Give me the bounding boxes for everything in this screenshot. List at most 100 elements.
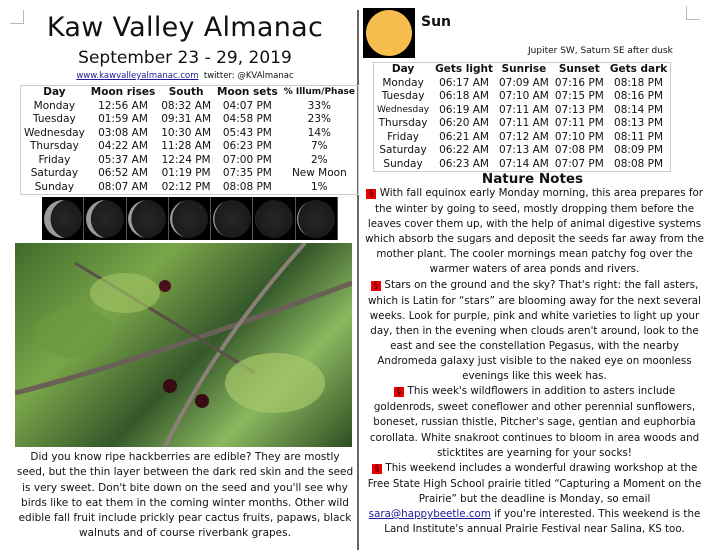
email-link[interactable]: sara@happybeetle.com [368,507,491,520]
note-text: This week's wildflowers in addition to a… [369,385,700,459]
moon-cell: 7% [311,140,328,152]
sun-cell: 08:13 PM [614,117,664,129]
moon-cell: Monday [33,99,76,112]
sun-cell: 07:10 AM [498,90,549,102]
section-mark-icon: § [393,387,405,398]
website-link[interactable]: www.kawvalleyalmanac.com [76,71,199,81]
sun-header: Gets light [435,63,493,75]
moon-cell: 09:31 AM [161,113,212,125]
sun-cell: 07:11 AM [498,103,549,116]
sun-cell: 08:14 PM [614,103,664,116]
moon-cell: 08:08 PM [222,180,272,193]
note-text: if you're interested. This weekend is th… [384,507,701,536]
sun-cell: Sunday [383,157,423,170]
moon-phase-icon [84,197,127,240]
moon-cell: 10:30 AM [161,126,212,139]
moon-header: % Illum/Phase [283,87,355,97]
moon-cell: 23% [307,113,332,125]
note-text: This weekend includes a wonderful drawin… [367,461,702,505]
sun-cell: 07:13 PM [554,103,604,116]
nature-notes: § With fall equinox early Monday morning… [362,186,707,537]
sun-cell: 08:11 PM [614,130,664,143]
sun-cell: 07:08 PM [554,144,604,156]
column-divider [357,10,359,550]
sun-header: Day [391,63,415,75]
sun-cell: 06:17 AM [439,76,489,89]
moon-cell: 12:24 PM [161,153,211,166]
moon-table: Day Moon rises South Moon sets % Illum/Phase… [20,85,359,195]
note-paragraph: § This week's wildflowers in addition to… [362,384,707,460]
moon-cell: 33% [307,99,332,112]
table-row: Friday 06:21 AM 07:12 AM 07:10 PM 08:11 PM [374,131,671,145]
moon-cell: 1% [311,180,328,193]
moon-cell: Friday [38,153,71,166]
sun-table: Day Gets light Sunrise Sunset Gets dark Monda… [373,62,672,172]
moon-cell: 06:23 PM [222,140,272,152]
moon-cell: 11:28 AM [161,140,212,152]
section-mark-icon: § [370,280,382,291]
sun-header: Sunrise [501,63,547,75]
sun-cell: 07:16 PM [554,76,604,89]
moon-cell: 05:43 PM [222,126,272,139]
moon-cell: 03:08 AM [98,126,148,139]
sun-cell: 07:12 AM [498,130,549,143]
moon-cell: Sunday [34,180,75,193]
planets-note: Jupiter SW, Saturn SE after dusk [528,46,673,56]
photo-caption: Did you know ripe hackberries are edible… [16,451,354,540]
moon-header: Moon sets [217,86,278,98]
sun-cell: 07:13 AM [498,144,549,156]
sun-cell: 07:14 AM [498,157,549,170]
section-mark-icon: § [365,189,377,199]
moon-cell: Wednesday [24,126,85,139]
twitter-handle: twitter: @KVAlmanac [203,71,294,81]
moon-phase-icon [127,197,169,240]
sun-cell: Thursday [378,117,428,129]
moon-cell: 14% [307,126,332,139]
moon-cell: 07:00 PM [222,153,272,166]
links: www.kawvalleyalmanac.com twitter: @KVAlm… [15,71,355,81]
hackberry-photo [15,243,352,447]
table-row: Monday 06:17 AM 07:09 AM 07:16 PM 08:18 PM [374,77,671,91]
table-row: Saturday 06:22 AM 07:13 AM 07:08 PM 08:09 PM [374,144,671,158]
sun-cell: Monday [382,76,424,89]
moon-cell: 04:58 PM [222,113,272,125]
table-row: Thursday 04:22 AM 11:28 AM 06:23 PM 7% [21,140,359,154]
note-paragraph: § This weekend includes a wonderful draw… [362,461,707,537]
moon-cell: Saturday [30,167,79,179]
sun-cell: 08:18 PM [614,76,664,89]
sun-cell: 07:09 AM [498,76,549,89]
sun-title: Sun [421,14,452,30]
note-paragraph: § Stars on the ground and the sky? That'… [362,278,707,385]
sun-cell: 07:15 PM [554,90,604,102]
moon-cell: 12:56 AM [98,99,148,112]
moon-header: Day [43,86,66,98]
table-row: Thursday 06:20 AM 07:11 AM 07:11 PM 08:13 PM [374,117,671,131]
moon-phase-icon [211,197,254,240]
moon-cell: 02:12 PM [161,180,211,193]
date-range: September 23 - 29, 2019 [78,48,292,68]
table-row: Sunday 06:23 AM 07:14 AM 07:07 PM 08:08 PM [374,158,671,172]
note-paragraph: § With fall equinox early Monday morning… [362,186,707,278]
moon-cell: 08:32 AM [161,99,212,112]
moon-cell: 05:37 AM [98,153,148,166]
sun-cell: 08:16 PM [614,90,664,102]
moon-cell: New Moon [291,167,347,179]
moon-cell: 04:22 AM [98,140,148,152]
table-row: Sunday 08:07 AM 02:12 PM 08:08 PM 1% [21,181,359,195]
moon-cell: 01:59 AM [98,113,148,125]
sun-header: Sunset [558,63,600,75]
sun-cell: 07:11 PM [554,117,604,129]
table-row: Tuesday 06:18 AM 07:10 AM 07:15 PM 08:16 PM [374,90,671,104]
moon-cell: 01:19 PM [161,167,211,179]
moon-phase-strip [42,197,338,240]
crop-mark [686,6,700,20]
moon-header: South [168,86,204,98]
crop-mark [10,10,24,24]
note-text: Stars on the ground and the sky? That's … [368,278,701,383]
table-row: Monday 12:56 AM 08:32 AM 04:07 PM 33% [21,100,359,114]
page-title: Kaw Valley Almanac [46,12,324,43]
moon-cell: 06:52 AM [98,167,148,179]
sun-cell: 08:09 PM [614,144,664,156]
note-text: With fall equinox early Monday morning, … [365,187,704,276]
moon-cell: 04:07 PM [222,99,272,112]
